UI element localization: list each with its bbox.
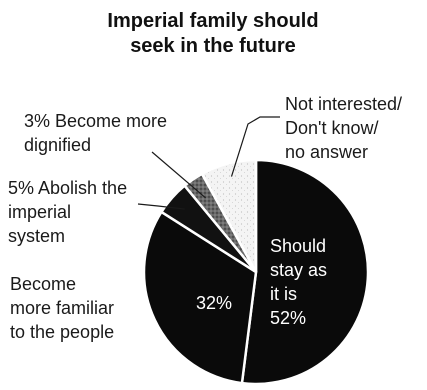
leader-line-notinterested [230, 116, 280, 177]
slice-label-dignified-line: dignified [24, 135, 91, 155]
slice-label-stay-line: it is [270, 284, 297, 304]
slice-label-stay-line: Should [270, 236, 326, 256]
slice-label-abolish-line: system [8, 226, 65, 246]
slice-label-notinterested: Not interested/Don't know/no answer [285, 94, 402, 162]
slice-label-abolish-line: 5% Abolish the [8, 178, 127, 198]
leader-line-dignified [151, 151, 207, 199]
chart-title: Imperial family should seek in the future [107, 10, 318, 57]
slice-percent-familiar: 32% [196, 293, 232, 313]
slice-label-stay-line: stay as [270, 260, 327, 280]
slice-label-notinterested-line: Not interested/ [285, 94, 402, 114]
slice-label-notinterested-line: no answer [285, 142, 368, 162]
slice-label-abolish: 5% Abolish the imperial system [8, 178, 127, 246]
pie-slice-stay [240, 158, 370, 386]
chart-title-line: seek in the future [130, 35, 296, 57]
slice-label-familiar-line: to the people [10, 322, 114, 342]
chart-title-line: Imperial family should [107, 10, 318, 32]
slice-label-familiar: Become more familiar to the people [10, 274, 114, 342]
slice-label-familiar-line: more familiar [10, 298, 114, 318]
slice-label-dignified-line: 3% Become more [24, 111, 167, 131]
slice-label-stay: Should stay as it is 52% [270, 236, 327, 328]
slice-label-dignified: 3% Become more dignified [24, 111, 167, 155]
pie-slice-notinterested [200, 158, 258, 273]
slice-label-notinterested-line: Don't know/ [285, 118, 378, 138]
slice-label-familiar-line: Become [10, 274, 76, 294]
slice-label-abolish-line: imperial [8, 202, 71, 222]
leader-line-abolish [137, 203, 185, 210]
slice-label-stay-line: 52% [270, 308, 306, 328]
